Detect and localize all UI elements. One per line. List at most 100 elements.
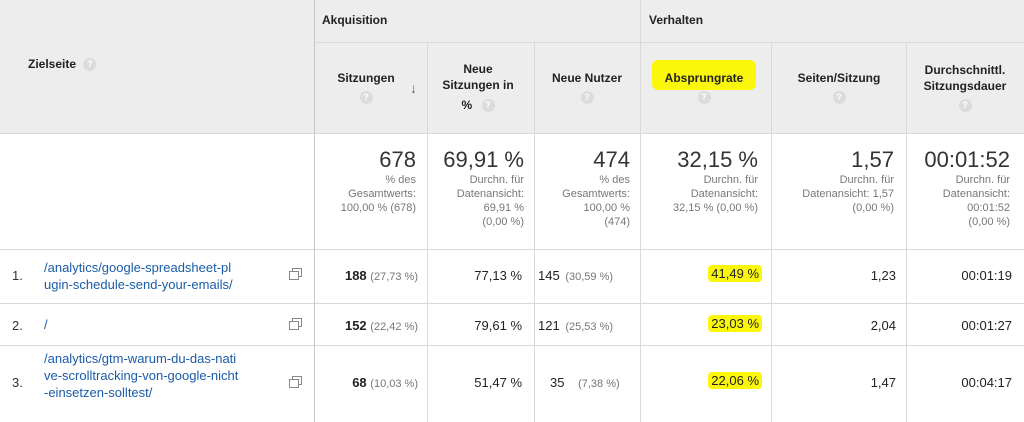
landing-page-link[interactable]: /analytics/google-spreadsheet-pl ugin-sc… xyxy=(44,259,233,293)
column-new-sessions-label-line3: % xyxy=(461,98,473,112)
sessions-value: 188 (27,73 %) xyxy=(318,268,418,283)
help-icon[interactable]: ? xyxy=(580,91,594,105)
new-users-count: 121 xyxy=(538,318,560,333)
summary-note: Gesamtwerts: xyxy=(348,188,416,200)
group-acquisition: Akquisition xyxy=(322,13,388,27)
bounce-rate-highlight xyxy=(652,60,756,90)
column-bounce-rate[interactable]: Absprungrate ? xyxy=(645,70,763,105)
summary-note: Datenansicht: 1,57 xyxy=(802,188,894,200)
divider xyxy=(771,43,772,422)
column-new-users-label: Neue Nutzer xyxy=(551,71,622,85)
bounce-rate-highlighted: 22,06 % xyxy=(708,372,762,389)
sessions-count: 152 xyxy=(344,318,367,333)
summary-new-users: 474 % des Gesamtwerts: 100,00 % (474) xyxy=(538,147,630,229)
column-new-sessions-label-line1: Neue xyxy=(463,62,493,76)
bounce-rate-value: 41,49 % xyxy=(644,265,762,282)
row-number: 2. xyxy=(12,318,23,333)
landing-page-header[interactable]: Zielseite ? xyxy=(28,57,97,72)
help-icon[interactable]: ? xyxy=(83,58,97,72)
summary-note: Datenansicht: xyxy=(942,188,1010,200)
summary-note: Gesamtwerts: xyxy=(562,188,630,200)
summary-note: Durchn. für xyxy=(839,174,894,186)
column-avg-duration-label-line2: Sitzungsdauer xyxy=(923,79,1007,93)
landing-page-link-text: ve-scrolltracking-von-google-nicht xyxy=(44,368,239,383)
summary-value: 00:01:52 xyxy=(924,147,1010,172)
new-users-count: 145 xyxy=(538,268,560,283)
avg-duration-value: 00:01:19 xyxy=(961,268,1012,283)
sessions-count: 68 xyxy=(352,375,367,390)
header-background-groups xyxy=(314,0,1024,42)
help-icon[interactable]: ? xyxy=(359,91,373,105)
sort-descending-icon[interactable]: ↓ xyxy=(410,80,417,96)
new-users-percent: (25,53 %) xyxy=(565,321,614,333)
divider xyxy=(0,249,1024,250)
column-avg-duration-label-line1: Durchschnittl. xyxy=(924,63,1006,77)
landing-page-link-text: /analytics/google-spreadsheet-pl xyxy=(44,260,232,275)
summary-note: Durchn. für xyxy=(469,174,524,186)
new-users-value: 145 (30,59 %) xyxy=(538,268,630,283)
divider xyxy=(0,133,1024,134)
column-pages-per-session[interactable]: Seiten/Sitzung ? xyxy=(776,70,902,105)
open-external-icon[interactable] xyxy=(289,268,302,280)
divider xyxy=(314,0,315,422)
new-users-percent: (7,38 %) xyxy=(578,378,620,390)
summary-bounce-rate: 32,15 % Durchn. für Datenansicht: 32,15 … xyxy=(644,147,758,215)
new-users-count: 35 xyxy=(550,375,565,390)
row-number: 3. xyxy=(12,375,23,390)
summary-avg-duration: 00:01:52 Durchn. für Datenansicht: 00:01… xyxy=(908,147,1010,229)
column-new-users[interactable]: Neue Nutzer ? xyxy=(538,70,636,105)
summary-note: 00:01:52 xyxy=(967,202,1010,214)
summary-value: 678 xyxy=(379,147,416,172)
help-icon[interactable]: ? xyxy=(958,99,972,113)
summary-note: (0,00 %) xyxy=(968,216,1010,228)
divider xyxy=(0,345,1024,346)
summary-sessions: 678 % des Gesamtwerts: 100,00 % (678) xyxy=(318,147,416,215)
summary-note: (0,00 %) xyxy=(482,216,524,228)
pages-per-session-value: 1,23 xyxy=(870,268,896,283)
pages-per-session-value: 2,04 xyxy=(870,318,896,333)
sessions-percent: (27,73 %) xyxy=(370,271,418,283)
divider xyxy=(534,43,535,422)
open-external-icon[interactable] xyxy=(289,376,302,388)
summary-new-sessions: 69,91 % Durchn. für Datenansicht: 69,91 … xyxy=(430,147,524,229)
column-new-sessions[interactable]: Neue Sitzungen in % ? xyxy=(430,61,526,113)
landing-page-link-text: ugin-schedule-send-your-emails/ xyxy=(44,277,233,292)
new-users-value: 35 (7,38 %) xyxy=(538,375,630,390)
open-external-icon[interactable] xyxy=(289,318,302,330)
bounce-rate-value: 23,03 % xyxy=(644,315,762,332)
new-sessions-value: 77,13 % xyxy=(474,268,522,283)
summary-note: 100,00 % (678) xyxy=(340,202,416,214)
divider xyxy=(640,0,641,422)
row-number: 1. xyxy=(12,268,23,283)
new-sessions-value: 79,61 % xyxy=(474,318,522,333)
new-users-percent: (30,59 %) xyxy=(565,271,614,283)
help-icon[interactable]: ? xyxy=(697,91,711,105)
help-icon[interactable]: ? xyxy=(481,99,495,113)
landing-page-link[interactable]: /analytics/gtm-warum-du-das-nati ve-scro… xyxy=(44,350,238,401)
new-users-value: 121 (25,53 %) xyxy=(538,318,630,333)
column-avg-session-duration[interactable]: Durchschnittl. Sitzungsdauer ? xyxy=(908,62,1022,113)
column-pages-per-session-label: Seiten/Sitzung xyxy=(797,71,881,85)
help-icon[interactable]: ? xyxy=(832,91,846,105)
divider xyxy=(427,43,428,422)
bounce-rate-highlighted: 41,49 % xyxy=(708,265,762,282)
summary-note: Datenansicht: xyxy=(456,188,524,200)
sessions-count: 188 xyxy=(344,268,367,283)
landing-page-link-text: / xyxy=(44,317,48,332)
sessions-percent: (10,03 %) xyxy=(370,378,418,390)
summary-value: 69,91 % xyxy=(443,147,524,172)
summary-note: 100,00 % xyxy=(583,202,630,214)
landing-page-link[interactable]: / xyxy=(44,316,48,333)
summary-value: 474 xyxy=(593,147,630,172)
landing-page-link-text: -einsetzen-solltest/ xyxy=(44,385,153,400)
summary-pages-per-session: 1,57 Durchn. für Datenansicht: 1,57 (0,0… xyxy=(774,147,894,215)
divider xyxy=(314,42,1024,43)
summary-note: Durchn. für xyxy=(703,174,758,186)
column-sessions[interactable]: Sitzungen ? xyxy=(324,70,408,105)
header-background-left xyxy=(0,0,314,133)
column-bounce-rate-label: Absprungrate xyxy=(664,71,744,85)
sessions-value: 68 (10,03 %) xyxy=(318,375,418,390)
divider xyxy=(906,43,907,422)
bounce-rate-highlighted: 23,03 % xyxy=(708,315,762,332)
summary-note: 32,15 % (0,00 %) xyxy=(673,202,758,214)
